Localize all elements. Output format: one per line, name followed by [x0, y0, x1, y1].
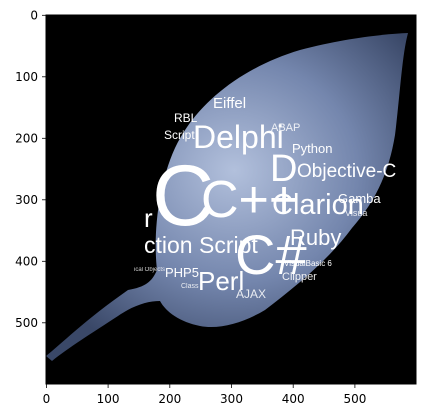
word-objective-c: Objective-C	[297, 161, 396, 182]
word-delphi: Delphi	[193, 119, 284, 155]
word-visualbasic: VisualBasic 6	[284, 259, 332, 268]
x-tick-label: 500	[343, 392, 366, 406]
y-tick-label: 200	[15, 132, 38, 146]
word-cloud: Eiffel ABAP RBL Script Delphi Python D O…	[134, 95, 396, 301]
word-clarion: Clarion	[272, 189, 364, 221]
word-cpp: C++	[201, 171, 299, 229]
word-c-large: C	[152, 148, 214, 244]
y-tick-label: 0	[30, 9, 38, 23]
x-tick-label: 400	[282, 392, 305, 406]
word-objects: ical Objects	[134, 267, 165, 273]
word-ajax: AJAX	[236, 287, 266, 301]
y-tick-label: 300	[15, 193, 38, 207]
x-tick-label: 100	[97, 392, 120, 406]
y-tick-label: 400	[15, 255, 38, 269]
leaf-shape	[46, 33, 408, 361]
word-visua: Visua	[345, 208, 367, 218]
word-eiffel: Eiffel	[213, 95, 246, 112]
word-php5: PHP5	[165, 265, 199, 280]
y-tick-label: 100	[15, 70, 38, 84]
x-tick-labels: 0 100 200 300 400 500	[43, 392, 367, 406]
word-action-script: ction Script	[144, 232, 258, 258]
word-d: D	[270, 148, 297, 190]
word-ruby: Ruby	[290, 225, 341, 250]
word-script-top: Script	[164, 128, 195, 142]
x-tick-label: 0	[43, 392, 51, 406]
word-abap: ABAP	[271, 122, 300, 134]
x-tick-label: 200	[158, 392, 181, 406]
word-csharp: C#	[235, 223, 307, 286]
word-clipper: Clipper	[282, 271, 317, 283]
word-python: Python	[292, 141, 332, 156]
leaf-image: Eiffel ABAP RBL Script Delphi Python D O…	[46, 33, 408, 361]
x-tick-label: 300	[220, 392, 243, 406]
word-r: r	[144, 203, 153, 233]
x-axis	[46, 384, 356, 388]
word-class: Class	[181, 283, 199, 290]
word-perl: Perl	[198, 266, 244, 296]
y-axis	[42, 14, 46, 324]
word-gamba: Gamba	[338, 191, 381, 206]
y-tick-labels: 0 100 200 300 400 500	[15, 9, 38, 331]
y-tick-label: 500	[15, 316, 38, 330]
word-rbl: RBL	[174, 111, 198, 125]
